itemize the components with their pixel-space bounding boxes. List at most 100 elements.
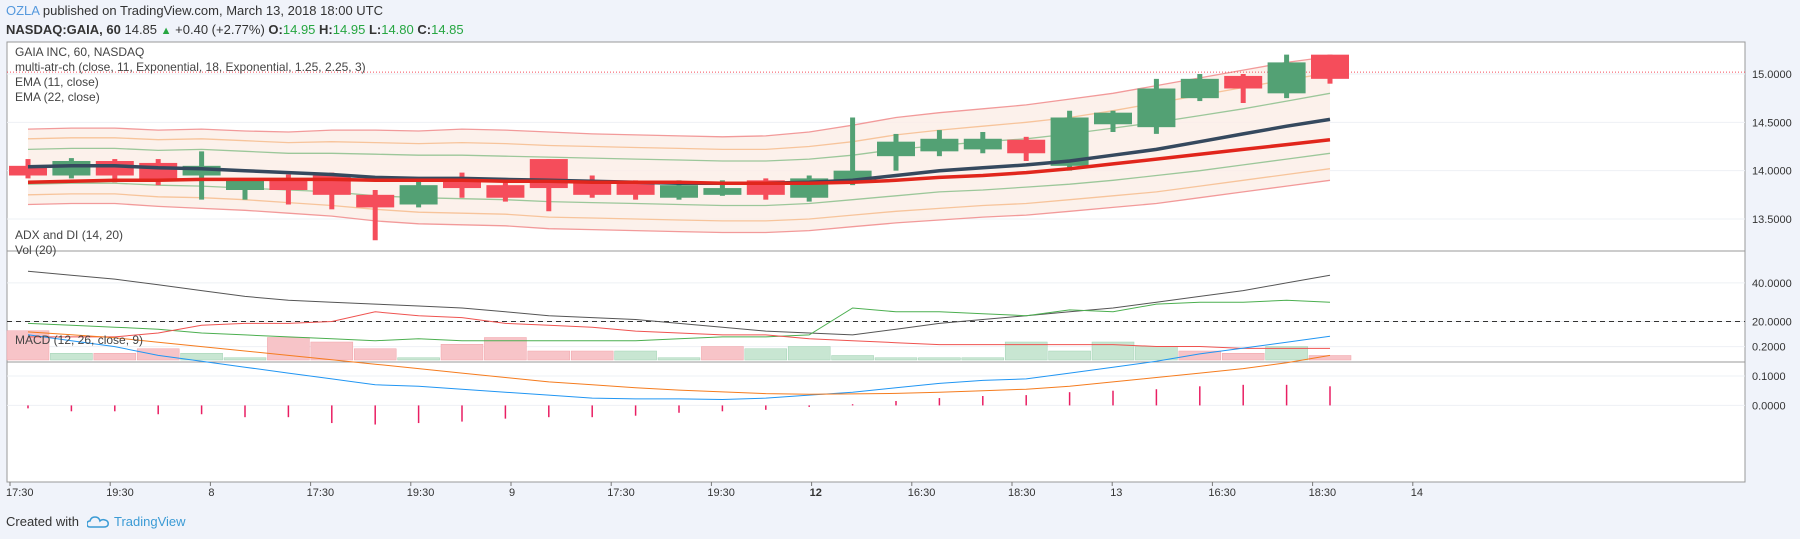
volume-bar	[440, 344, 484, 361]
volume-bar	[1135, 346, 1178, 361]
author-link[interactable]: OZLA	[6, 3, 40, 18]
volume-bar	[744, 348, 788, 361]
candle-body	[1311, 54, 1349, 79]
candle-body	[660, 185, 698, 198]
high-value: 14.95	[332, 22, 366, 37]
channel-lower-3	[27, 179, 1331, 234]
macd-line	[27, 334, 1331, 401]
time-tick-label: 18:30	[1309, 487, 1337, 499]
volume-bar	[1091, 341, 1135, 361]
volume-bar	[136, 348, 180, 361]
chart-frame	[6, 41, 1746, 483]
volume-bar	[223, 357, 267, 361]
channel-upper-2	[27, 72, 1331, 151]
legend-adx: ADX and DI (14, 20)	[15, 228, 123, 242]
candle-body	[356, 194, 395, 208]
volume-bar	[1265, 346, 1308, 361]
adx-line	[27, 270, 1331, 336]
legend-vol: Vol (20)	[15, 243, 56, 257]
candle-body	[182, 165, 221, 176]
time-tick-label: 8	[208, 487, 214, 499]
candle-body	[399, 185, 438, 205]
candle-body	[95, 161, 134, 176]
candle-body	[833, 170, 872, 183]
candle-body	[529, 159, 568, 189]
candle-body	[486, 185, 525, 198]
time-tick-label: 19:30	[707, 487, 735, 499]
chart-canvas[interactable]: 15.0000 14.5000 14.0000 13.5000 40.0000 20.00…	[0, 40, 1800, 505]
adx-lines	[7, 270, 1745, 349]
volume-bar	[657, 357, 701, 361]
tradingview-logo[interactable]: TradingView	[86, 514, 186, 529]
price-tick-label: 13.5000	[1752, 214, 1792, 226]
candle-body	[443, 180, 481, 189]
time-tick-label: 17:30	[607, 487, 635, 499]
created-with-label: Created with	[6, 514, 79, 529]
published-text: published on TradingView.com, March 13, …	[42, 3, 384, 18]
volume-bar	[570, 350, 614, 361]
signal-line	[27, 331, 1331, 395]
price-tick-label: 14.0000	[1752, 166, 1792, 178]
time-tick-label: 16:30	[1208, 487, 1236, 499]
candle-body	[9, 165, 47, 176]
time-tick-label: 18:30	[1008, 487, 1036, 499]
di-minus-line	[28, 311, 1330, 349]
candle-body	[1094, 112, 1132, 125]
low-value: 14.80	[381, 22, 414, 37]
volume-bar	[874, 357, 918, 361]
volume-bar	[484, 337, 527, 361]
close-value: 14.85	[431, 22, 464, 37]
volume-bar	[180, 353, 223, 361]
candle-body	[269, 178, 308, 190]
volume-bar	[614, 350, 657, 361]
published-line: OZLA published on TradingView.com, March…	[6, 3, 383, 18]
volume-bar	[1004, 341, 1048, 361]
volume-bars	[6, 330, 1352, 361]
candle-body	[1224, 75, 1263, 89]
candle-body	[920, 138, 959, 152]
time-tick-label: 17:30	[6, 487, 34, 499]
cloud-icon	[86, 515, 109, 528]
candle-body	[616, 182, 655, 195]
candle-body	[1267, 62, 1306, 94]
axes: 15.0000 14.5000 14.0000 13.5000 40.0000 20.00…	[6, 69, 1792, 499]
low-label: L:	[368, 22, 382, 37]
volume-bar	[397, 357, 440, 361]
volume-bar	[787, 346, 831, 361]
legend-ema22: EMA (22, close)	[15, 90, 100, 104]
legend-multi-atr: multi-atr-ch (close, 11, Exponential, 18…	[15, 60, 366, 74]
time-tick-label: 16:30	[908, 487, 936, 499]
macd-tick-label: 0.1000	[1752, 371, 1786, 383]
high-label: H:	[319, 22, 333, 37]
time-tick-label: 17:30	[307, 487, 335, 499]
volume-bar	[701, 346, 744, 361]
candle-body	[1007, 139, 1046, 154]
last-price: 14.85	[124, 22, 158, 37]
price-tick-label: 14.5000	[1752, 117, 1792, 129]
adx-tick-label: 40.0000	[1752, 278, 1792, 290]
time-tick-label: 19:30	[407, 487, 435, 499]
candle-body	[703, 188, 742, 195]
volume-bar	[1178, 350, 1222, 361]
price-tick-label: 15.0000	[1752, 69, 1792, 81]
channel-upper-3	[27, 55, 1331, 138]
quote-line: NASDAQ:GAIA, 60 14.85 ▲ +0.40 (+2.77%) O…	[6, 22, 464, 37]
volume-bar	[310, 341, 354, 361]
open-label: O:	[268, 22, 283, 37]
up-arrow-icon: ▲	[160, 25, 172, 37]
candle-body	[877, 141, 915, 157]
volume-bar	[50, 353, 93, 361]
di-plus-line	[27, 299, 1331, 342]
time-tick-label: 9	[509, 487, 515, 499]
volume-bar	[1221, 353, 1265, 361]
volume-bar	[527, 350, 571, 361]
channel-lower-2	[27, 168, 1331, 222]
time-tick-label: 13	[1110, 487, 1122, 499]
candle-body	[226, 180, 264, 190]
adx-tick-label: 20.0000	[1752, 316, 1792, 328]
macd-lines	[27, 331, 1331, 425]
macd-tick-label: 0.0000	[1752, 400, 1786, 412]
volume-bar	[961, 357, 1005, 361]
volume-bar	[353, 348, 397, 361]
footer: Created with TradingView	[6, 514, 186, 529]
